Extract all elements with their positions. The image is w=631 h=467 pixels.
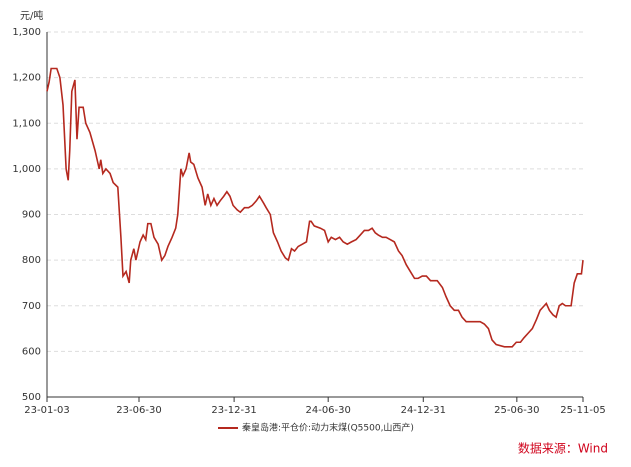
y-tick-label: 800 <box>22 255 41 266</box>
y-tick-label: 600 <box>22 346 41 357</box>
y-tick-label: 500 <box>22 392 41 403</box>
y-tick-label: 1,100 <box>12 118 41 129</box>
x-tick-label: 23-01-03 <box>24 405 69 416</box>
x-tick-label: 23-06-30 <box>116 405 161 416</box>
x-tick-label: 23-12-31 <box>211 405 256 416</box>
y-tick-label: 700 <box>22 301 41 312</box>
line-series <box>46 67 584 348</box>
y-tick-label: 1,200 <box>12 73 41 84</box>
x-tick-label: 24-12-31 <box>401 405 446 416</box>
y-tick-label: 900 <box>22 210 41 221</box>
y-tick-label: 1,000 <box>12 164 41 175</box>
x-tick-label: 24-06-30 <box>305 405 350 416</box>
x-tick-label: 25-11-05 <box>560 405 605 416</box>
x-tick-label: 25-06-30 <box>494 405 539 416</box>
y-tick-label: 1,300 <box>12 27 41 38</box>
legend-label: 秦皇岛港:平仓价:动力末煤(Q5500,山西产) <box>242 422 414 434</box>
source-note: 数据来源：Wind <box>518 441 608 456</box>
y-axis-label: 元/吨 <box>20 9 43 22</box>
